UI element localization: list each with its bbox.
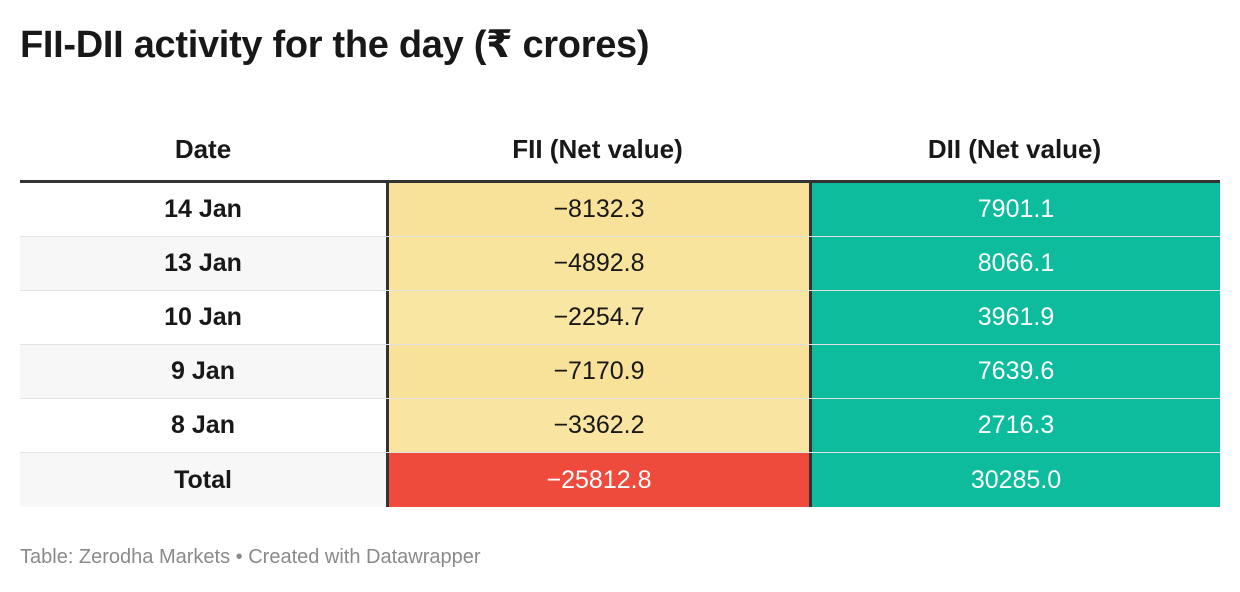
dii-value-cell: 30285.0	[809, 453, 1220, 507]
dii-value-cell: 3961.9	[809, 291, 1220, 344]
date-cell: 14 Jan	[20, 183, 386, 236]
table-row: 9 Jan −7170.9 7639.6	[20, 345, 1220, 399]
table-row: 14 Jan −8132.3 7901.1	[20, 183, 1220, 237]
column-header-fii[interactable]: FII (Net value)	[512, 133, 683, 164]
date-cell: 13 Jan	[20, 237, 386, 290]
dii-value-cell: 7639.6	[809, 345, 1220, 398]
fii-value-cell: −8132.3	[386, 183, 809, 236]
fii-value-cell: −2254.7	[386, 291, 809, 344]
source-note: Table: Zerodha Markets • Created with Da…	[20, 546, 481, 568]
date-cell: 8 Jan	[20, 399, 386, 452]
table-row-total: Total −25812.8 30285.0	[20, 453, 1220, 507]
fii-dii-table: Date FII (Net value) DII (Net value) 14 …	[20, 118, 1220, 507]
table-row: 8 Jan −3362.2 2716.3	[20, 399, 1220, 453]
table-row: 10 Jan −2254.7 3961.9	[20, 291, 1220, 345]
fii-value-cell: −4892.8	[386, 237, 809, 290]
table-body: 14 Jan −8132.3 7901.1 13 Jan −4892.8 8066.1 10…	[20, 183, 1220, 507]
fii-value-cell: −3362.2	[386, 399, 809, 452]
fii-value-cell: −25812.8	[386, 453, 809, 507]
column-header-dii[interactable]: DII (Net value)	[927, 133, 1102, 164]
fii-value-cell: −7170.9	[386, 345, 809, 398]
dii-value-cell: 7901.1	[809, 183, 1220, 236]
table-row: 13 Jan −4892.8 8066.1	[20, 237, 1220, 291]
chart-title: FII-DII activity for the day (₹ crores)	[20, 24, 650, 66]
column-header-date[interactable]: Date	[174, 133, 232, 164]
date-cell: 9 Jan	[20, 345, 386, 398]
date-cell: 10 Jan	[20, 291, 386, 344]
date-cell: Total	[20, 453, 386, 507]
dii-value-cell: 8066.1	[809, 237, 1220, 290]
dii-value-cell: 2716.3	[809, 399, 1220, 452]
table-header: Date FII (Net value) DII (Net value)	[20, 118, 1220, 183]
